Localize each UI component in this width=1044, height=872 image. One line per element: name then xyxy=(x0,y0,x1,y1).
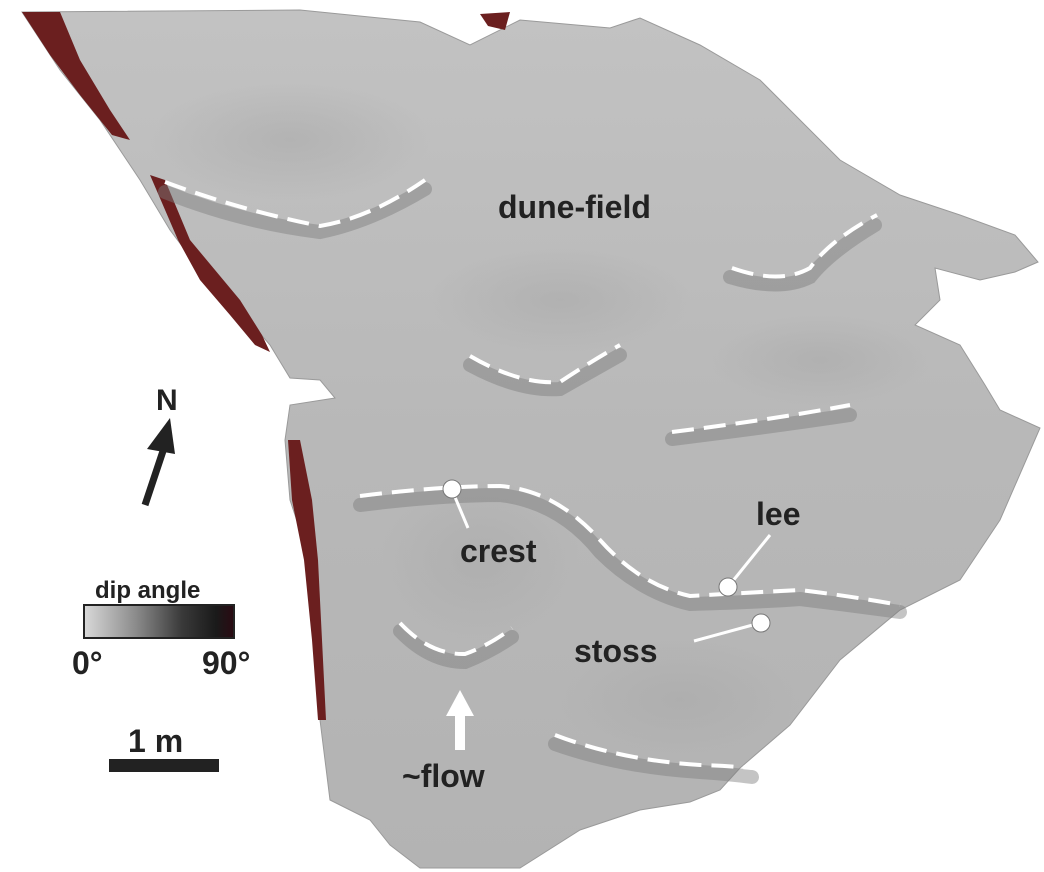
lee-shadow-2 xyxy=(463,348,627,397)
lee-label: lee xyxy=(756,496,800,532)
scale-bar: 1 m xyxy=(109,723,219,772)
crest-line-2 xyxy=(468,343,621,385)
stoss-callout-dot xyxy=(751,613,771,633)
dune-surface xyxy=(21,9,1041,869)
lee-shadow-5 xyxy=(353,487,907,619)
dune-hollow-5 xyxy=(710,315,930,405)
dune-hollow-3 xyxy=(380,480,580,640)
crest-line-3 xyxy=(731,213,878,279)
dune-field-label: dune-field xyxy=(498,189,651,225)
legend-max-label: 90° xyxy=(202,645,250,681)
lee-shadow-7 xyxy=(548,737,759,784)
north-label: N xyxy=(156,384,178,417)
lee-shadow-3 xyxy=(723,218,882,292)
steep-face-north-tip xyxy=(480,12,510,30)
crest-callout-dot xyxy=(442,479,462,499)
lee-shadow-6 xyxy=(393,624,519,670)
lee-callout-line xyxy=(726,534,772,588)
flow-label: ~flow xyxy=(402,758,485,794)
flow-arrow-shaft xyxy=(455,714,465,750)
steep-face-southwest xyxy=(288,440,326,720)
crest-line-1 xyxy=(164,178,427,229)
steep-face-west xyxy=(150,175,270,352)
scale-bar-line xyxy=(109,759,219,772)
lee-shadow-4 xyxy=(665,408,857,446)
stoss-label: stoss xyxy=(574,633,658,669)
dune-hollow-1 xyxy=(150,80,430,200)
north-arrow-shaft xyxy=(141,446,168,507)
dip-angle-legend: dip angle 0° 90° xyxy=(72,577,250,681)
crest-line-6 xyxy=(398,621,514,657)
legend-ramp xyxy=(83,604,235,639)
crest-label: crest xyxy=(460,533,537,569)
crest-line-7 xyxy=(554,733,753,770)
dune-hollow-4 xyxy=(560,640,800,760)
legend-min-label: 0° xyxy=(72,645,103,681)
crest-line-4 xyxy=(671,403,851,434)
legend-title: dip angle xyxy=(95,577,200,604)
lee-callout-dot xyxy=(718,577,738,597)
stoss-callout-line xyxy=(693,621,761,643)
crest-line-5 xyxy=(359,483,901,607)
scale-bar-label: 1 m xyxy=(128,723,183,759)
dune-hollow-2 xyxy=(430,245,690,355)
crest-lines xyxy=(164,178,901,770)
north-arrow: N xyxy=(141,384,178,507)
steep-face-northwest xyxy=(22,12,130,140)
flow-arrow-head xyxy=(446,690,474,716)
flow-arrow xyxy=(446,690,474,750)
north-arrow-head xyxy=(147,418,175,454)
lee-shadow-1 xyxy=(158,182,432,240)
